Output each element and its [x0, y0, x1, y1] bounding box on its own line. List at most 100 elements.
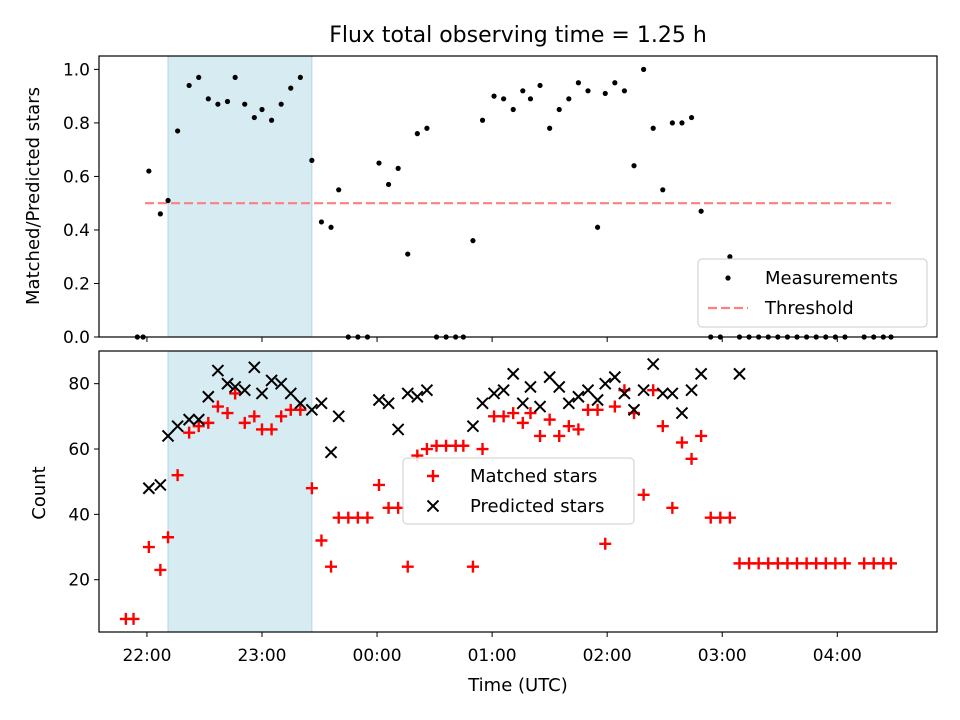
- measurement-point: [520, 88, 526, 94]
- x-axis-label: Time (UTC): [467, 675, 568, 696]
- matched-stars-point: [838, 557, 851, 570]
- measurement-point: [612, 80, 618, 86]
- measurement-point: [259, 106, 265, 113]
- matched-stars-point: [229, 387, 242, 400]
- measurement-point: [157, 211, 163, 217]
- matched-stars-point: [305, 482, 318, 495]
- predicted-stars-point: [599, 377, 612, 390]
- legend-predicted-label: Predicted stars: [470, 496, 604, 517]
- predicted-stars-point: [391, 423, 405, 436]
- matched-stars-point: [183, 426, 196, 439]
- predicted-stars-point: [524, 380, 537, 394]
- measurement-point: [146, 168, 152, 174]
- matched-stars-point: [171, 469, 184, 482]
- predicted-stars-point: [627, 403, 641, 417]
- matched-stars-point: [656, 420, 669, 433]
- predicted-stars-point: [221, 377, 234, 390]
- predicted-stars-point: [255, 387, 269, 400]
- predicted-stars-point: [411, 390, 424, 403]
- predicted-stars-point: [401, 387, 414, 400]
- matched-stars-point: [154, 563, 167, 576]
- y-tick-label: 80: [68, 375, 90, 395]
- legend-matched-marker: [427, 470, 439, 482]
- y-tick-label: 0.8: [63, 114, 90, 134]
- matched-stars-point: [325, 560, 338, 573]
- matched-stars-point: [562, 420, 575, 433]
- measurement-point: [224, 98, 231, 105]
- predicted-stars-point: [553, 380, 566, 394]
- predicted-stars-point: [294, 397, 307, 410]
- predicted-stars-point: [382, 397, 395, 410]
- predicted-stars-point: [733, 367, 746, 381]
- measurement-point: [479, 117, 486, 123]
- measurement-point: [510, 106, 516, 113]
- predicted-stars-point: [142, 482, 156, 495]
- measurement-point: [688, 114, 695, 121]
- matched-stars-point: [211, 400, 224, 413]
- matched-stars-point: [695, 429, 708, 442]
- measurement-point: [594, 224, 601, 230]
- count-panel: 20 40 60 80 22:00 23:00 00:00 01:00 02:00 03:00 04…: [68, 350, 938, 666]
- y-tick-label: 20: [68, 571, 90, 591]
- matched-stars-point: [666, 501, 679, 514]
- measurement-point: [585, 88, 591, 94]
- predicted-stars-point: [161, 429, 175, 443]
- matched-stars-point: [202, 416, 215, 429]
- matched-stars-point: [497, 410, 510, 423]
- predicted-stars-point: [315, 397, 328, 410]
- x-tick-label: 22:00: [122, 646, 171, 666]
- shaded-observing-window: [167, 350, 313, 633]
- predicted-stars-point: [202, 390, 215, 403]
- measurement-point: [205, 96, 211, 102]
- predicted-stars-point: [685, 384, 698, 397]
- predicted-stars-point: [591, 393, 604, 407]
- y-tick-label: 40: [68, 505, 90, 525]
- matched-stars-point: [591, 403, 604, 416]
- matched-stars-point: [192, 420, 205, 433]
- predicted-stars-point: [211, 364, 225, 377]
- predicted-stars-point: [516, 397, 530, 410]
- matched-stars-point: [127, 612, 140, 625]
- measurement-point: [288, 85, 294, 91]
- x-tick-label: 02:00: [583, 646, 632, 666]
- measurement-point: [470, 238, 476, 244]
- matched-stars-point: [466, 560, 479, 573]
- predicted-stars-point: [543, 370, 556, 384]
- measurement-point: [727, 254, 733, 260]
- predicted-stars-point: [274, 377, 288, 390]
- matched-stars-point: [647, 384, 660, 397]
- predicted-stars-point: [608, 370, 622, 384]
- x-tick-label: 01:00: [468, 646, 517, 666]
- matched-stars-point: [476, 443, 489, 456]
- matched-stars-point: [142, 541, 155, 554]
- measurement-point: [621, 88, 628, 94]
- predicted-stars-point: [182, 413, 196, 426]
- legend-threshold-label: Threshold: [764, 298, 854, 319]
- predicted-stars-point: [324, 446, 338, 459]
- measurement-point: [232, 74, 238, 81]
- measurement-point: [215, 101, 221, 107]
- measurement-point: [602, 90, 608, 97]
- measurement-point: [424, 125, 430, 131]
- measurement-point: [527, 96, 534, 102]
- measurement-point: [556, 106, 562, 113]
- y-tick-label: 0.4: [63, 221, 90, 241]
- matched-stars-point: [608, 400, 621, 413]
- measurement-point: [660, 187, 666, 193]
- predicted-stars-point: [238, 384, 251, 397]
- matched-stars-point: [248, 410, 261, 423]
- predicted-stars-point: [656, 387, 669, 400]
- measurement-point: [385, 181, 392, 188]
- measurement-point: [251, 114, 257, 121]
- measurement-point: [165, 197, 171, 204]
- measurement-point: [186, 82, 192, 89]
- legend-box: [697, 258, 928, 328]
- predicted-stars-point: [192, 413, 205, 426]
- predicted-stars-point: [646, 357, 660, 371]
- measurement-point: [376, 160, 382, 166]
- axes-frame: [98, 55, 938, 338]
- ratio-panel: 0.0 0.2 0.4 0.6 0.8 1.0 Measurements Threshold: [63, 55, 938, 348]
- measurement-point: [650, 125, 656, 131]
- measurement-point: [336, 187, 342, 193]
